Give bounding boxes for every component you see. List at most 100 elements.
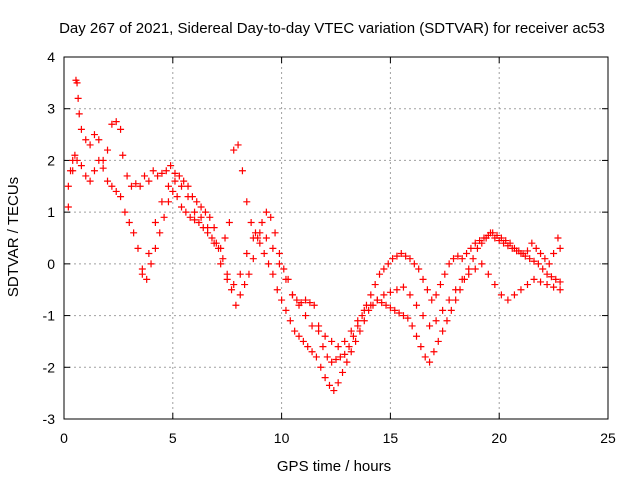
data-point	[328, 358, 336, 366]
data-point	[191, 216, 199, 224]
data-point	[543, 281, 551, 289]
data-point	[201, 208, 209, 216]
data-point	[458, 275, 466, 283]
data-point	[288, 291, 296, 299]
data-point	[450, 255, 458, 263]
data-point	[413, 301, 421, 309]
data-point	[112, 187, 120, 195]
data-point	[339, 368, 347, 376]
data-point	[439, 306, 447, 314]
y-tick-label: 4	[47, 49, 55, 65]
data-point	[158, 169, 166, 177]
data-point	[495, 237, 503, 245]
data-point	[141, 172, 149, 180]
data-point	[376, 270, 384, 278]
data-point	[523, 281, 531, 289]
data-point	[441, 270, 449, 278]
data-point	[408, 322, 416, 330]
data-point	[465, 270, 473, 278]
y-tick-label: -3	[43, 411, 56, 427]
plot-frame	[63, 56, 609, 420]
data-point	[439, 327, 447, 335]
data-point	[162, 167, 170, 175]
data-point	[73, 79, 81, 87]
data-point	[123, 172, 131, 180]
data-point	[523, 247, 531, 255]
grid-layer	[64, 57, 608, 419]
data-point	[530, 275, 538, 283]
data-point	[175, 172, 183, 180]
data-point	[380, 291, 388, 299]
data-point	[173, 193, 181, 201]
data-point	[550, 250, 558, 258]
data-point	[295, 301, 303, 309]
data-point	[169, 187, 177, 195]
data-point	[432, 291, 440, 299]
data-point	[193, 198, 201, 206]
x-tick-label: 25	[600, 430, 616, 446]
data-point	[395, 309, 403, 317]
data-point	[443, 317, 451, 325]
data-point	[367, 301, 375, 309]
y-tick-label: 2	[47, 152, 55, 168]
data-point	[210, 224, 218, 232]
data-point	[367, 291, 375, 299]
data-point	[269, 270, 277, 278]
data-point	[204, 224, 212, 232]
data-point	[145, 250, 153, 258]
data-point	[332, 356, 340, 364]
data-point	[417, 343, 425, 351]
data-point	[262, 208, 270, 216]
data-point	[260, 250, 268, 258]
data-point	[108, 182, 116, 190]
data-point	[302, 312, 310, 320]
data-point	[491, 234, 499, 242]
data-point	[404, 314, 412, 322]
data-point	[127, 182, 135, 190]
data-point	[413, 332, 421, 340]
data-point	[191, 208, 199, 216]
data-point	[234, 141, 242, 149]
data-point	[389, 255, 397, 263]
data-point	[156, 229, 164, 237]
data-point	[178, 182, 186, 190]
data-point	[280, 265, 288, 273]
data-point	[230, 281, 238, 289]
data-point	[308, 322, 316, 330]
data-point	[95, 136, 103, 144]
data-point	[323, 353, 331, 361]
data-point	[486, 229, 494, 237]
data-point	[245, 270, 253, 278]
data-point	[206, 213, 214, 221]
data-point	[217, 244, 225, 252]
data-point	[86, 141, 94, 149]
data-point	[154, 172, 162, 180]
data-point	[321, 374, 329, 382]
data-point	[167, 162, 175, 170]
data-point	[269, 244, 277, 252]
data-point	[393, 252, 401, 260]
data-point	[243, 198, 251, 206]
data-point	[73, 156, 81, 164]
data-point	[256, 239, 264, 247]
data-point	[421, 353, 429, 361]
data-point	[528, 239, 536, 247]
data-point	[325, 381, 333, 389]
data-point	[391, 306, 399, 314]
data-point	[151, 244, 159, 252]
data-point	[90, 131, 98, 139]
data-point	[467, 244, 475, 252]
data-point	[484, 270, 492, 278]
data-point	[275, 250, 283, 258]
data-point	[99, 164, 107, 172]
data-point	[236, 270, 244, 278]
data-point	[541, 255, 549, 263]
chart-title: Day 267 of 2021, Sidereal Day-to-day VTE…	[59, 20, 605, 37]
data-point	[197, 213, 205, 221]
data-point	[71, 151, 79, 159]
data-point	[534, 260, 542, 268]
data-point	[275, 260, 283, 268]
data-point	[517, 286, 525, 294]
data-point	[125, 218, 133, 226]
data-point	[132, 180, 140, 188]
